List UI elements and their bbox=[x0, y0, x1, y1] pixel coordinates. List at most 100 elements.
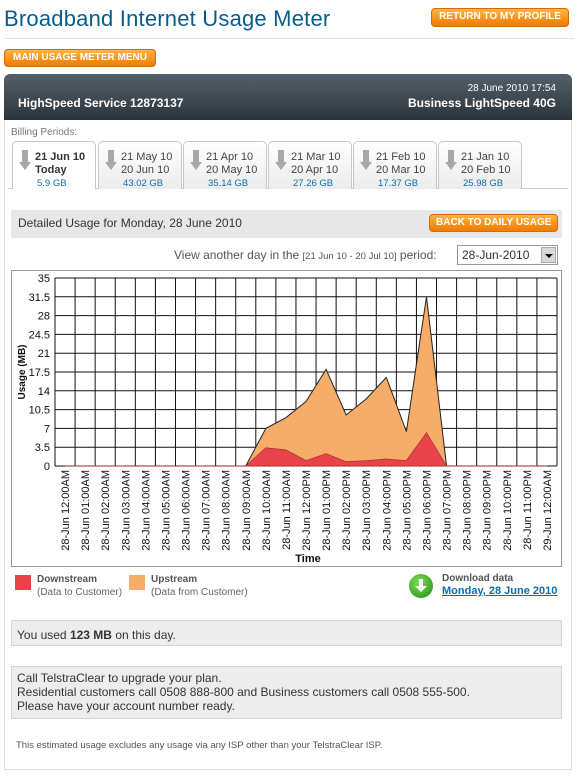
usage-panel bbox=[4, 120, 572, 770]
tab-start-date: 21 Mar 10 bbox=[291, 151, 341, 163]
billing-tab-may[interactable]: 21 May 10 20 Jun 10 43.02 GB bbox=[98, 141, 182, 189]
y-tick-label: 17.5 bbox=[29, 367, 50, 379]
tab-start-date: 21 Apr 10 bbox=[206, 151, 254, 163]
upstream-area bbox=[65, 296, 547, 467]
x-tick-label: 28-Jun 04:00AM bbox=[140, 470, 152, 551]
tab-usage: 27.26 GB bbox=[293, 178, 334, 189]
detail-title: Detailed Usage for Monday, 28 June 2010 bbox=[18, 216, 242, 230]
tab-usage: 43.02 GB bbox=[123, 178, 164, 189]
downstream-legend-title: Downstream bbox=[37, 574, 98, 585]
view-suffix: period: bbox=[399, 248, 437, 262]
x-tick-label: 28-Jun 08:00PM bbox=[462, 470, 474, 551]
x-tick-label: 28-Jun 05:00PM bbox=[401, 470, 413, 551]
daily-total-box: You used 123 MB on this day. bbox=[11, 620, 562, 646]
x-tick-label: 28-Jun 12:00AM bbox=[60, 470, 72, 551]
upgrade-info-box: Call TelstraClear to upgrade your plan. … bbox=[11, 666, 562, 719]
x-tick-label: 28-Jun 01:00PM bbox=[321, 470, 333, 551]
x-tick-label: 28-Jun 02:00PM bbox=[341, 470, 353, 551]
return-to-profile-button[interactable]: RETURN TO MY PROFILE bbox=[431, 8, 569, 27]
billing-tab-jan[interactable]: 21 Jan 10 20 Feb 10 25.98 GB bbox=[438, 141, 522, 189]
tab-start-date: 21 Jan 10 bbox=[461, 151, 510, 163]
main-usage-meter-menu-button[interactable]: MAIN USAGE METER MENU bbox=[4, 49, 156, 67]
tab-end-date: 20 May 10 bbox=[206, 164, 258, 176]
x-tick-label: 28-Jun 03:00PM bbox=[361, 470, 373, 551]
x-tick-label: 28-Jun 01:00AM bbox=[80, 470, 92, 551]
x-tick-label: 28-Jun 10:00PM bbox=[502, 470, 514, 551]
x-axis-label: Time bbox=[295, 553, 320, 565]
y-tick-label: 28 bbox=[38, 311, 50, 323]
tab-start-date: 21 Jun 10 bbox=[35, 151, 86, 163]
billing-tab-mar[interactable]: 21 Mar 10 20 Apr 10 27.26 GB bbox=[268, 141, 352, 189]
x-tick-label: 28-Jun 10:00AM bbox=[261, 470, 273, 551]
tab-end-date: 20 Feb 10 bbox=[461, 164, 511, 176]
y-tick-label: 31.5 bbox=[29, 292, 50, 304]
tab-usage: 35.14 GB bbox=[208, 178, 249, 189]
service-header-bar: 28 June 2010 17:54 HighSpeed Service 128… bbox=[4, 74, 572, 120]
x-tick-label: 28-Jun 06:00AM bbox=[181, 470, 193, 551]
view-another-day-label: View another day in the [21 Jun 10 - 20 … bbox=[174, 248, 437, 262]
downstream-legend-sub: (Data to Customer) bbox=[37, 587, 123, 598]
upstream-legend-sub: (Data from Customer) bbox=[151, 587, 248, 598]
back-to-daily-usage-button[interactable]: BACK TO DAILY USAGE bbox=[429, 214, 558, 232]
x-tick-label: 28-Jun 09:00PM bbox=[482, 470, 494, 551]
download-icon[interactable] bbox=[409, 574, 433, 598]
tab-usage: 5.9 GB bbox=[37, 178, 67, 189]
y-tick-label: 10.5 bbox=[29, 405, 50, 417]
x-tick-label: 28-Jun 11:00PM bbox=[522, 470, 534, 550]
y-tick-label: 3.5 bbox=[35, 442, 50, 454]
y-axis-label: Usage (MB) bbox=[17, 344, 28, 399]
y-tick-label: 35 bbox=[38, 273, 50, 285]
service-datetime: 28 June 2010 17:54 bbox=[467, 83, 556, 94]
x-tick-label: 28-Jun 08:00AM bbox=[221, 470, 233, 551]
download-link[interactable]: Monday, 28 June 2010 bbox=[442, 585, 558, 597]
tab-end-date: Today bbox=[35, 164, 67, 176]
used-prefix: You used bbox=[17, 628, 67, 642]
billing-tab-feb[interactable]: 21 Feb 10 20 Mar 10 17.37 GB bbox=[353, 141, 437, 189]
x-tick-label: 28-Jun 11:00AM bbox=[281, 470, 293, 550]
day-select[interactable]: 28-Jun-2010 bbox=[457, 245, 558, 265]
upgrade-line-3: Please have your account number ready. bbox=[17, 699, 235, 713]
x-tick-label: 28-Jun 06:00PM bbox=[421, 470, 433, 551]
x-tick-label: 28-Jun 09:00AM bbox=[241, 470, 253, 551]
x-tick-label: 28-Jun 05:00AM bbox=[160, 470, 172, 551]
upgrade-line-1: Call TelstraClear to upgrade your plan. bbox=[17, 671, 222, 685]
used-value: 123 MB bbox=[69, 628, 112, 642]
tab-start-date: 21 May 10 bbox=[121, 151, 173, 163]
period-range: [21 Jun 10 - 20 Jul 10] bbox=[302, 251, 397, 262]
view-prefix: View another day in the bbox=[174, 248, 300, 262]
y-tick-label: 14 bbox=[38, 386, 50, 398]
downstream-area bbox=[65, 431, 547, 467]
used-suffix: on this day. bbox=[115, 628, 176, 642]
upstream-swatch bbox=[129, 575, 145, 590]
usage-chart: 0 3.5 7 10.5 14 17.5 21 24.5 28 31.5 35 28-Jun 12:0… bbox=[11, 270, 562, 567]
x-tick-label: 28-Jun 07:00PM bbox=[442, 470, 454, 551]
service-name: HighSpeed Service 12873137 bbox=[18, 96, 184, 110]
x-tick-label: 28-Jun 03:00AM bbox=[120, 470, 132, 551]
upgrade-line-2: Residential customers call 0508 888-800 … bbox=[17, 685, 470, 699]
x-tick-label: 29-Jun 12:00AM bbox=[542, 470, 554, 551]
chevron-down-icon[interactable] bbox=[541, 247, 556, 263]
billing-tab-apr[interactable]: 21 Apr 10 20 May 10 35.14 GB bbox=[183, 141, 267, 189]
tab-usage: 17.37 GB bbox=[378, 178, 419, 189]
usage-chart-svg: 0 3.5 7 10.5 14 17.5 21 24.5 28 31.5 35 28-Jun 12:0… bbox=[17, 273, 558, 565]
page-title: Broadband Internet Usage Meter bbox=[4, 6, 331, 31]
y-tick-label: 0 bbox=[44, 461, 50, 473]
billing-tab-current[interactable]: 21 Jun 10 Today 5.9 GB bbox=[12, 141, 96, 189]
footnote: This estimated usage excludes any usage … bbox=[16, 740, 383, 751]
x-tick-label: 28-Jun 02:00AM bbox=[100, 470, 112, 551]
y-tick-label: 7 bbox=[44, 423, 50, 435]
x-tick-label: 28-Jun 07:00AM bbox=[201, 470, 213, 551]
service-plan: Business LightSpeed 40G bbox=[407, 96, 556, 110]
day-select-value: 28-Jun-2010 bbox=[462, 248, 530, 262]
tab-end-date: 20 Apr 10 bbox=[291, 164, 339, 176]
tab-end-date: 20 Mar 10 bbox=[376, 164, 426, 176]
x-tick-label: 28-Jun 04:00PM bbox=[381, 470, 393, 551]
y-tick-label: 24.5 bbox=[29, 329, 50, 341]
header-divider bbox=[4, 38, 574, 39]
tab-usage: 25.98 GB bbox=[463, 178, 504, 189]
download-title: Download data bbox=[442, 573, 514, 584]
tab-start-date: 21 Feb 10 bbox=[376, 151, 426, 163]
upstream-legend-title: Upstream bbox=[151, 574, 198, 585]
billing-periods-label: Billing Periods: bbox=[11, 127, 78, 138]
y-tick-label: 21 bbox=[38, 348, 50, 360]
